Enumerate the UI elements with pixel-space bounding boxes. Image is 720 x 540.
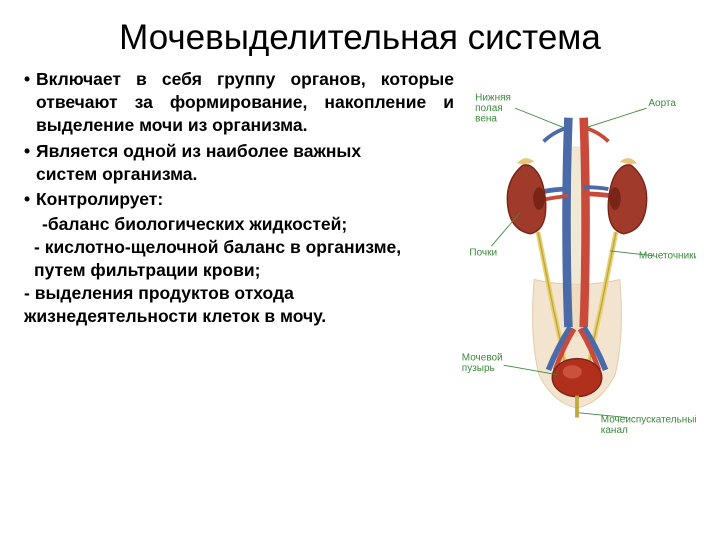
label-ureters: Мочеточники bbox=[639, 251, 696, 262]
label-urethra: Мочеиспускательный канал bbox=[601, 415, 696, 436]
sub-1: -баланс биологических жидкостей; bbox=[24, 213, 454, 236]
vena-cava bbox=[567, 118, 569, 327]
content-row: Включает в себя группу органов, которые … bbox=[24, 68, 696, 472]
sub-3: - выделения продуктов отхода жизнедеятел… bbox=[24, 282, 454, 328]
aorta-vessel bbox=[584, 118, 586, 327]
bullet-2: Является одной из наиболее важных систем… bbox=[24, 140, 454, 186]
label-aorta: Аорта bbox=[648, 99, 676, 110]
urinary-system-diagram: Нижняя полая вена Аорта Почки Мочеточник… bbox=[458, 68, 696, 472]
bullet-1: Включает в себя группу органов, которые … bbox=[24, 68, 454, 137]
label-bladder: Мочевой пузырь bbox=[462, 353, 506, 374]
label-vena: Нижняя полая вена bbox=[475, 93, 514, 125]
text-column: Включает в себя группу органов, которые … bbox=[24, 68, 454, 472]
diagram-column: Нижняя полая вена Аорта Почки Мочеточник… bbox=[458, 68, 696, 472]
slide: Мочевыделительная система Включает в себ… bbox=[0, 0, 720, 540]
bullet-3: Контролирует: bbox=[24, 188, 454, 211]
label-kidneys: Почки bbox=[469, 248, 497, 259]
bullet-list: Включает в себя группу органов, которые … bbox=[24, 68, 454, 211]
sub-2: - кислотно-щелочной баланс в организме, … bbox=[24, 236, 454, 282]
slide-title: Мочевыделительная система bbox=[24, 18, 696, 58]
